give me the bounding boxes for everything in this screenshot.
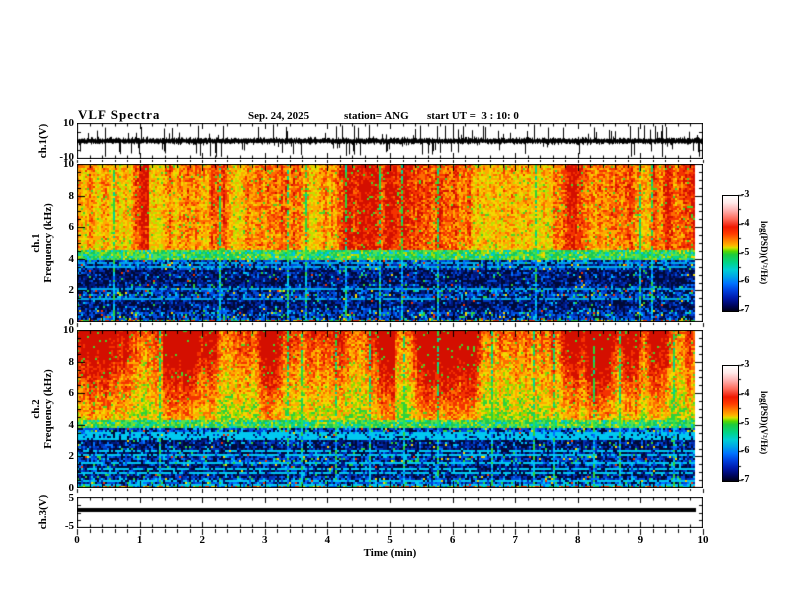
colorbar-2-gradient bbox=[722, 365, 739, 482]
ch1-voltage-panel bbox=[77, 123, 703, 159]
time-tick-label: 0 bbox=[74, 534, 80, 546]
ch3-voltage-panel bbox=[77, 497, 703, 528]
time-tick-label: 6 bbox=[449, 534, 456, 546]
page-title: VLF Spectra bbox=[78, 107, 161, 122]
ch2-spectrogram-canvas bbox=[77, 330, 703, 488]
spec2-ytick-label: 2 bbox=[68, 450, 75, 463]
colorbar-2-tick-label: -5 bbox=[741, 416, 750, 428]
ch1-wave-ytick-label: 10 bbox=[63, 117, 74, 129]
colorbar-1-tick-label: -4 bbox=[741, 217, 750, 229]
colorbar-2-title: log(PSD)(V²/Hz) bbox=[759, 390, 769, 455]
time-tick-label: 4 bbox=[324, 534, 331, 546]
colorbar-1-tick-label: -5 bbox=[741, 246, 750, 258]
spec2-ytick-label: 10 bbox=[63, 324, 74, 336]
spec2-ytick-label: 0 bbox=[68, 482, 75, 494]
spec2-ytick-label: 8 bbox=[68, 355, 75, 368]
spec1-ytick-label: 8 bbox=[68, 189, 75, 202]
time-tick-label: 10 bbox=[697, 534, 709, 546]
spec1-frequency-axis-title: Frequency (kHz) bbox=[42, 203, 54, 283]
colorbar-2-tick-label: -7 bbox=[741, 474, 750, 485]
time-tick-label: 8 bbox=[575, 534, 581, 546]
ch1-spectrogram-canvas bbox=[77, 164, 703, 322]
date-label: Sep. 24, 2025 bbox=[248, 110, 310, 122]
spec1-ytick-label: 10 bbox=[63, 158, 74, 170]
ch1-spectrogram-panel bbox=[77, 164, 703, 322]
colorbar-1-tick-label: -6 bbox=[741, 275, 750, 287]
colorbar-1-tick-label: -7 bbox=[741, 304, 750, 315]
spec1-ytick-label: 0 bbox=[68, 316, 75, 328]
colorbar-1-title: log(PSD)(V²/Hz) bbox=[759, 220, 769, 285]
time-tick-label: 1 bbox=[136, 534, 143, 546]
ch2-spectrogram-panel bbox=[77, 330, 703, 488]
time-tick-label: 3 bbox=[262, 534, 268, 546]
ch1-wave-ytick-label: -10 bbox=[59, 151, 74, 163]
time-tick-label: 2 bbox=[199, 534, 205, 546]
spec1-ytick-label: 4 bbox=[68, 252, 75, 265]
colorbar-2-tick-label: -4 bbox=[741, 387, 750, 399]
ch3-voltage-canvas bbox=[77, 497, 703, 528]
colorbar-1-gradient bbox=[722, 195, 739, 312]
colorbar-2-tick-label: -6 bbox=[741, 445, 750, 457]
spec2-ytick-label: 4 bbox=[68, 418, 75, 431]
time-tick-label: 5 bbox=[387, 534, 393, 546]
time-tick-label: 7 bbox=[512, 534, 518, 546]
time-tick-label: 9 bbox=[637, 534, 644, 546]
spec2-ytick-label: 6 bbox=[68, 387, 75, 400]
colorbar-2-tick-label: -3 bbox=[741, 359, 750, 370]
ch3-wave-ytick-label: 5 bbox=[68, 492, 75, 504]
spec2-frequency-axis-title: Frequency (kHz) bbox=[42, 369, 54, 449]
spec1-ytick-label: 2 bbox=[68, 284, 75, 297]
colorbar-1-tick-label: -3 bbox=[741, 189, 750, 200]
time-axis-title: Time (min) bbox=[363, 547, 417, 559]
station-label: station= ANG bbox=[344, 110, 409, 122]
ch3-wave-ytick-label: -5 bbox=[64, 520, 74, 532]
spec1-ytick-label: 6 bbox=[68, 221, 75, 234]
ch1-voltage-canvas bbox=[77, 123, 703, 159]
start-ut-label: start UT = 3 : 10: 0 bbox=[427, 110, 519, 122]
